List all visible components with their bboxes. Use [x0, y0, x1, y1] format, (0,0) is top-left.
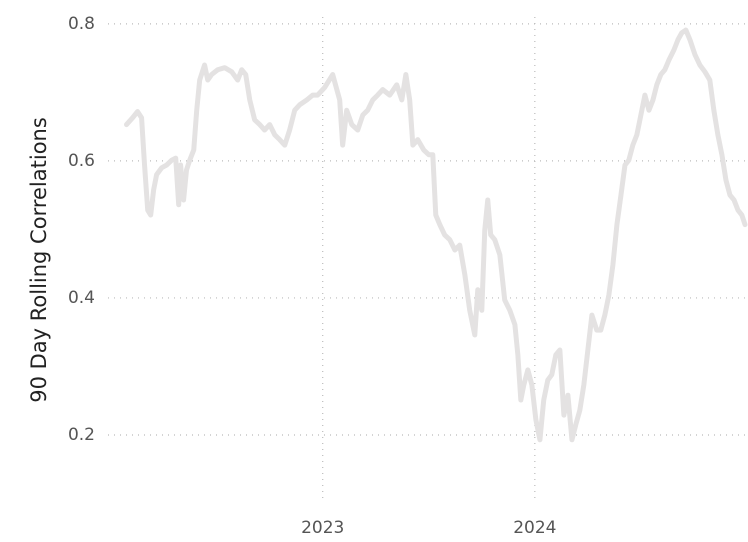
y-axis-label: 90 Day Rolling Correlations: [27, 117, 51, 403]
y-tick-label: 0.2: [68, 425, 95, 445]
x-tick-label: 2024: [513, 518, 556, 538]
y-tick-label: 0.4: [68, 288, 95, 308]
y-tick-label: 0.8: [68, 14, 95, 34]
y-tick-label: 0.6: [68, 151, 95, 171]
x-tick-label: 2023: [301, 518, 344, 538]
line: [124, 27, 748, 443]
